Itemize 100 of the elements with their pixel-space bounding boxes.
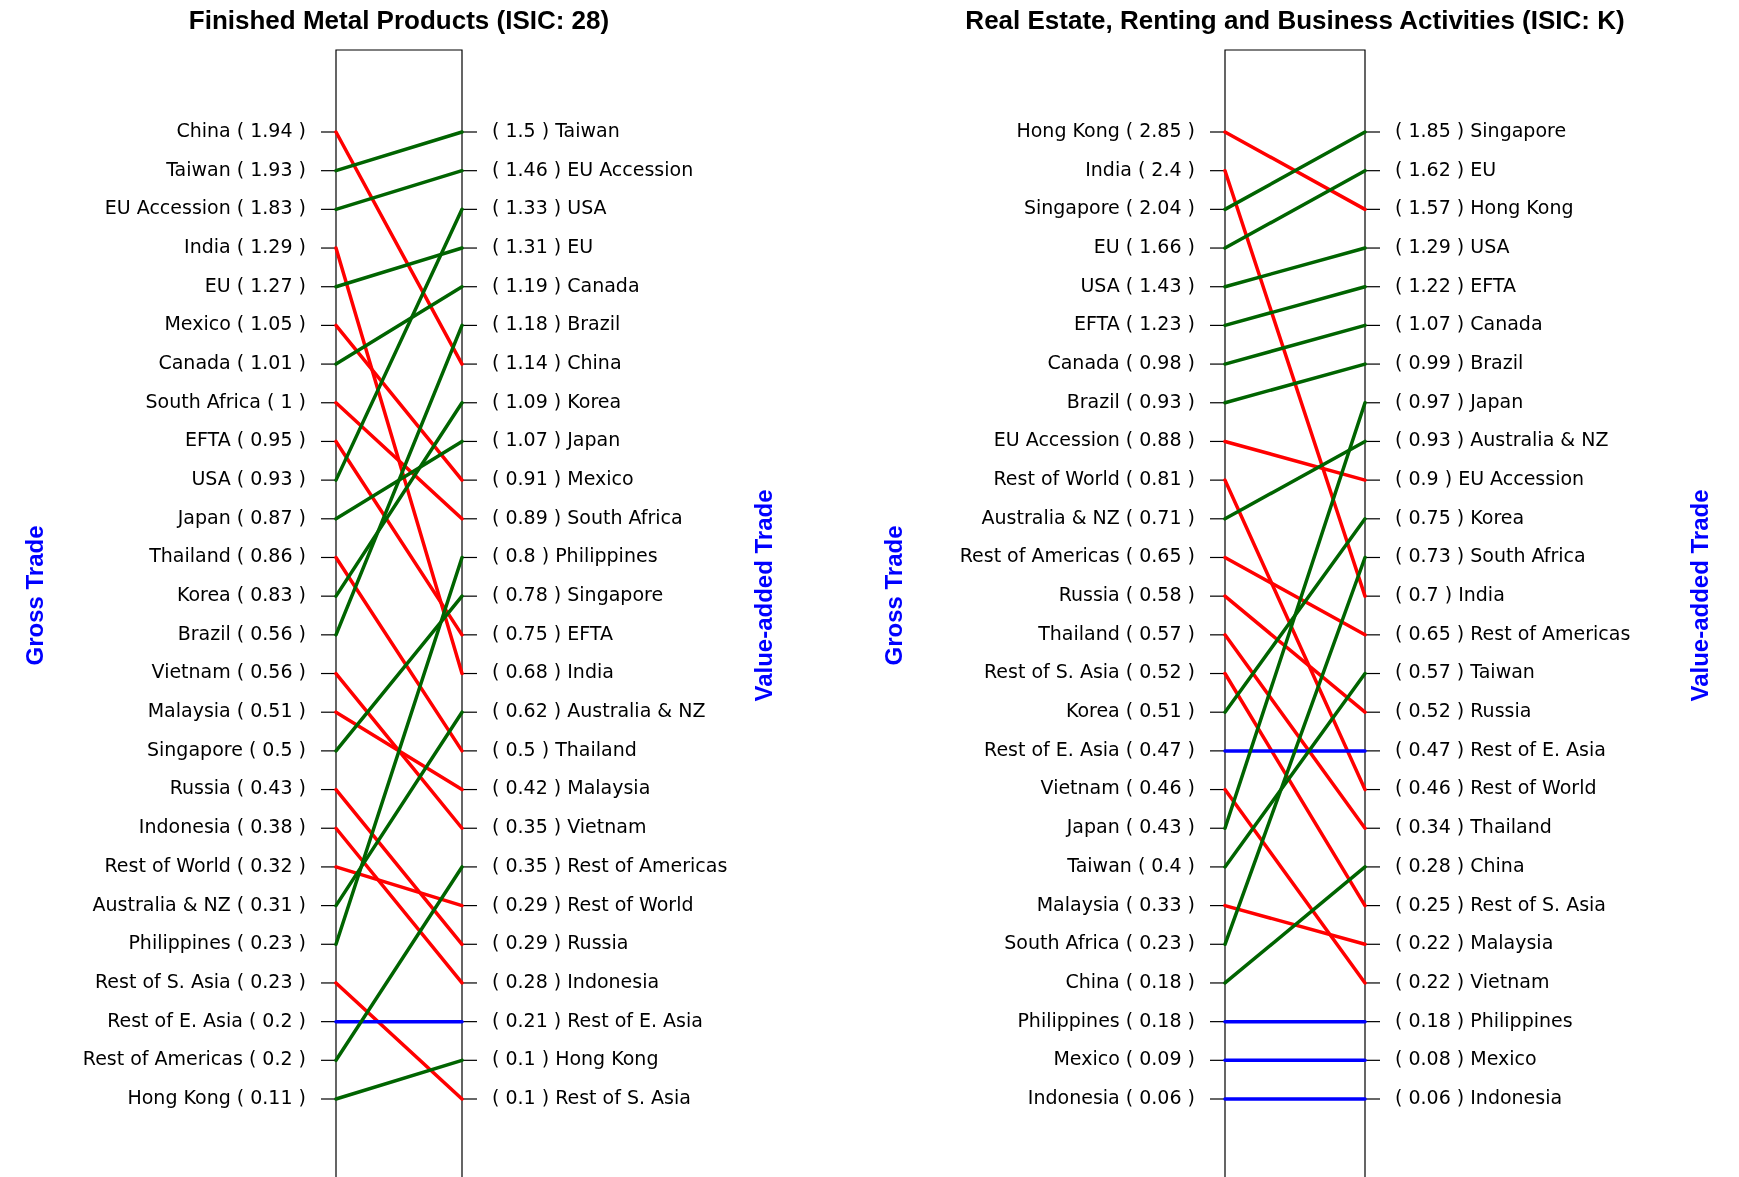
- category-label: South Africa: [145, 389, 261, 412]
- data-label: ( 0.1 ): [492, 1047, 550, 1070]
- category-label: Rest of S. Asia: [555, 1085, 691, 1108]
- category-label: Philippines: [1470, 1008, 1573, 1031]
- data-label: ( 0.46 ): [1125, 776, 1195, 799]
- category-label: Brazil: [1066, 389, 1120, 412]
- data-label: ( 0.91 ): [492, 467, 562, 490]
- category-label: USA: [567, 196, 607, 219]
- category-label: EU: [1093, 234, 1120, 257]
- data-label: ( 1.57 ): [1395, 196, 1465, 219]
- category-label: Vietnam: [1040, 776, 1120, 799]
- category-label: China: [176, 118, 231, 141]
- data-label: ( 0.33 ): [1125, 892, 1195, 915]
- category-label: Indonesia: [1027, 1085, 1120, 1108]
- data-label: ( 0.81 ): [1125, 467, 1195, 490]
- category-label: South Africa: [1004, 931, 1120, 954]
- data-label: ( 0.52 ): [1125, 660, 1195, 683]
- data-label: ( 1.01 ): [236, 351, 306, 374]
- category-label: Canada: [1470, 312, 1543, 335]
- category-label: EFTA: [1074, 312, 1120, 335]
- data-label: ( 1.09 ): [492, 389, 562, 412]
- data-label: ( 0.57 ): [1125, 621, 1195, 644]
- category-label: Thailand: [1037, 621, 1120, 644]
- category-label: Malaysia: [1470, 931, 1554, 954]
- data-label: ( 0.52 ): [1395, 699, 1465, 722]
- data-label: ( 0.21 ): [492, 1008, 562, 1031]
- data-label: ( 0.23 ): [1125, 931, 1195, 954]
- category-label: Canada: [567, 273, 640, 296]
- category-label: Philippines: [555, 544, 658, 567]
- data-label: ( 1.18 ): [492, 312, 562, 335]
- category-label: Hong Kong: [555, 1047, 659, 1070]
- category-label: Thailand: [148, 544, 231, 567]
- category-label: Singapore: [567, 583, 664, 606]
- category-label: EFTA: [1470, 273, 1516, 296]
- data-label: ( 0.58 ): [1125, 583, 1195, 606]
- text: Finished Metal Products (ISIC: 28): [188, 5, 610, 36]
- data-label: ( 0.83 ): [236, 583, 306, 606]
- data-label: ( 0.93 ): [1395, 428, 1465, 451]
- data-label: ( 0.51 ): [236, 699, 306, 722]
- data-label: ( 0.06 ): [1125, 1085, 1195, 1108]
- category-label: Hong Kong: [1016, 118, 1120, 141]
- category-label: Canada: [158, 351, 231, 374]
- category-label: EU: [567, 234, 594, 257]
- data-label: ( 0.43 ): [1125, 815, 1195, 838]
- category-label: Indonesia: [138, 815, 231, 838]
- data-label: ( 0.08 ): [1395, 1047, 1465, 1070]
- category-label: South Africa: [567, 505, 683, 528]
- data-label: ( 0.35 ): [492, 815, 562, 838]
- data-label: ( 0.86 ): [236, 544, 306, 567]
- category-label: Rest of E. Asia: [984, 737, 1120, 760]
- category-label: Rest of S. Asia: [95, 969, 231, 992]
- category-label: Rest of S. Asia: [1470, 892, 1606, 915]
- category-label: USA: [1470, 234, 1510, 257]
- data-label: ( 0.32 ): [236, 853, 306, 876]
- category-label: Singapore: [1470, 118, 1567, 141]
- category-label: EU Accession: [993, 428, 1120, 451]
- category-label: Thailand: [555, 737, 637, 760]
- category-label: Australia & NZ: [981, 505, 1120, 528]
- category-label: Philippines: [128, 931, 231, 954]
- data-label: ( 0.98 ): [1125, 351, 1195, 374]
- data-label: ( 0.87 ): [236, 505, 306, 528]
- category-label: Indonesia: [567, 969, 660, 992]
- category-label: Korea: [176, 583, 231, 606]
- category-label: Singapore: [146, 737, 243, 760]
- category-label: Malaysia: [567, 776, 651, 799]
- data-label: ( 0.7 ): [1395, 583, 1453, 606]
- data-label: ( 0.51 ): [1125, 699, 1195, 722]
- category-label: Rest of Americas: [82, 1047, 243, 1070]
- category-label: China: [1065, 969, 1120, 992]
- category-label: Russia: [169, 776, 231, 799]
- category-label: Singapore: [1023, 196, 1120, 219]
- data-label: ( 0.99 ): [1395, 351, 1465, 374]
- data-label: ( 0.06 ): [1395, 1085, 1465, 1108]
- category-label: Brazil: [177, 621, 231, 644]
- data-label: ( 0.34 ): [1395, 815, 1465, 838]
- category-label: India: [184, 234, 231, 257]
- category-label: Japan: [1470, 389, 1524, 412]
- data-label: ( 0.23 ): [236, 969, 306, 992]
- data-label: ( 1.23 ): [1125, 312, 1195, 335]
- category-label: Rest of E. Asia: [107, 1008, 243, 1031]
- category-label: Rest of World: [567, 892, 694, 915]
- category-label: Russia: [1058, 583, 1120, 606]
- category-label: Rest of Americas: [1470, 621, 1631, 644]
- category-label: Australia & NZ: [567, 699, 706, 722]
- data-label: ( 1.85 ): [1395, 118, 1465, 141]
- category-label: Rest of Americas: [567, 853, 728, 876]
- category-label: EFTA: [567, 621, 613, 644]
- data-label: ( 0.75 ): [492, 621, 562, 644]
- data-label: ( 1 ): [267, 389, 306, 412]
- data-label: ( 0.65 ): [1395, 621, 1465, 644]
- category-label: Brazil: [567, 312, 621, 335]
- text: Gross Trade: [20, 525, 48, 666]
- category-label: Rest of E. Asia: [567, 1008, 703, 1031]
- data-label: ( 1.46 ): [492, 157, 562, 180]
- category-label: Australia & NZ: [1470, 428, 1609, 451]
- data-label: ( 1.05 ): [236, 312, 306, 335]
- data-label: ( 0.68 ): [492, 660, 562, 683]
- data-label: ( 1.33 ): [492, 196, 562, 219]
- data-label: ( 2.04 ): [1125, 196, 1195, 219]
- category-label: Philippines: [1017, 1008, 1120, 1031]
